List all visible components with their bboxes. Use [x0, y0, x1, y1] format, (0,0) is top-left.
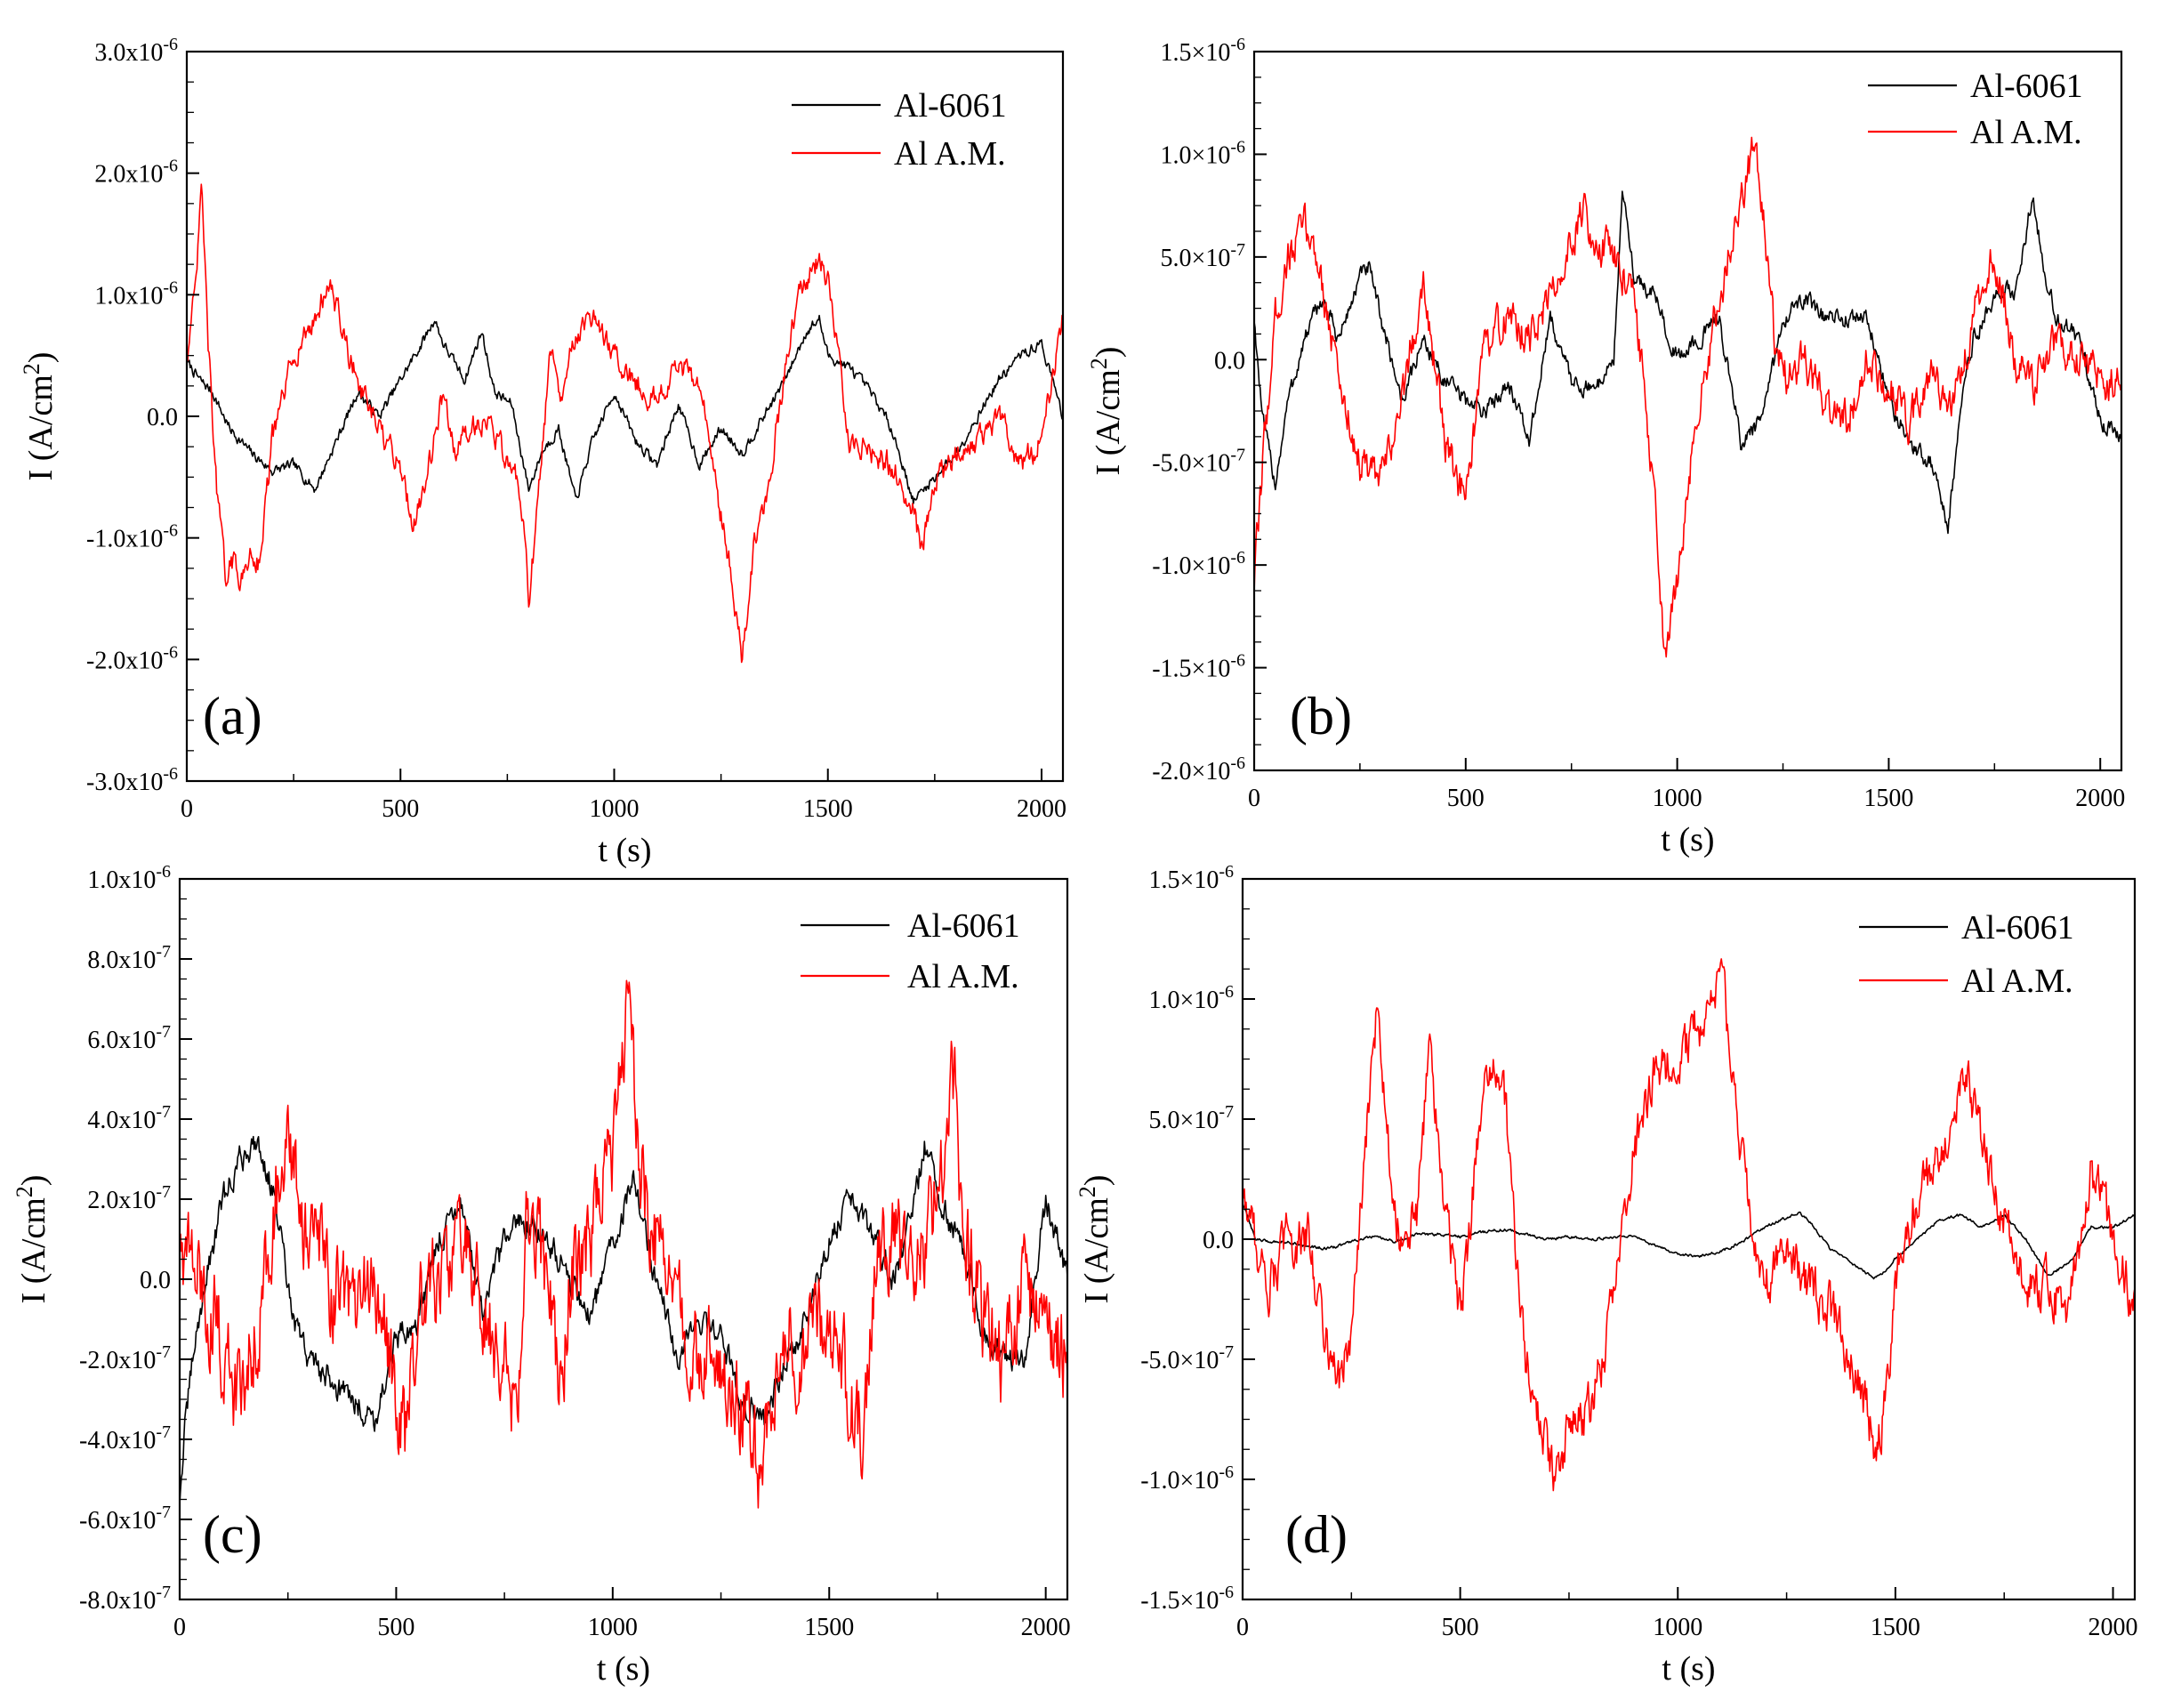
- x-tick-label: 1000: [589, 795, 639, 823]
- series-line-al-am: [1253, 136, 2122, 658]
- legend-label-al-am: Al A.M.: [1970, 114, 2082, 151]
- x-tick-label: 1500: [1863, 785, 1913, 812]
- y-tick-label: -2.0x10-6: [86, 642, 178, 674]
- series-line-al-am: [1242, 958, 2136, 1492]
- y-tick-label: 3.0x10-6: [94, 35, 178, 67]
- panel-label: (c): [203, 1505, 262, 1564]
- y-tick-label: -2.0×10-6: [1152, 753, 1245, 786]
- y-tick-label: -3.0x10-6: [86, 764, 178, 796]
- legend-label-al-am: Al A.M.: [894, 135, 1006, 173]
- chart-panel-a: 0 500 1000 1500 2000 -3.0x10-6 -2.0x10-6 -1.0x1…: [19, 35, 1066, 869]
- legend: Al-6061 Al A.M.: [801, 907, 1020, 995]
- x-tick-label: 0: [1236, 1614, 1249, 1641]
- chart-panel-c: 0 500 1000 1500 2000 -8.0x10-7 -6.0x10-7 -4.0x1…: [12, 862, 1071, 1688]
- series-line-al-am: [179, 979, 1068, 1509]
- x-tick-label: 1500: [1871, 1614, 1920, 1641]
- legend: Al-6061 Al A.M.: [1859, 909, 2074, 1000]
- chart-panel-b: 0 500 1000 1500 2000 -2.0×10-6 -1.5×10-6 -1.0×1…: [1086, 35, 2125, 858]
- panel-label: (a): [203, 687, 262, 745]
- y-axis-title: I (A/cm2): [1074, 1175, 1115, 1304]
- x-axis-title: t (s): [1662, 1650, 1715, 1688]
- series-line-al-6061: [179, 1135, 1068, 1504]
- y-tick-label: 5.0×10-7: [1161, 240, 1245, 272]
- y-tick-label: -8.0x10-7: [79, 1583, 171, 1615]
- x-tick-label: 1000: [1653, 785, 1702, 812]
- legend-label-al-6061: Al-6061: [1961, 909, 2074, 947]
- series-line-al-6061: [186, 314, 1064, 504]
- y-tick-label: -1.0×10-6: [1140, 1462, 1234, 1494]
- x-tick-label: 2000: [1021, 1614, 1071, 1641]
- x-axis-title: t (s): [597, 1650, 650, 1688]
- x-axis-title: t (s): [1661, 821, 1714, 858]
- series-line-al-6061: [1253, 190, 2122, 535]
- x-tick-label: 2000: [1017, 795, 1066, 823]
- y-tick-label: 0.0: [147, 404, 178, 431]
- x-tick-label: 1000: [588, 1614, 638, 1641]
- y-tick-label: 1.0x10-6: [94, 278, 178, 310]
- chart-panel-d: 0 500 1000 1500 2000 -1.5×10-6 -1.0×10-6 -5.0×1…: [1074, 862, 2138, 1688]
- y-axis-title: I (A/cm2): [19, 352, 60, 481]
- y-tick-label: 1.0x10-6: [87, 862, 171, 894]
- y-tick-label: 8.0x10-7: [87, 942, 171, 974]
- x-tick-label: 2000: [2089, 1614, 2138, 1641]
- x-tick-label: 0: [181, 795, 193, 823]
- y-axis-title: I (A/cm2): [1086, 347, 1127, 476]
- y-tick-label: -1.5×10-6: [1152, 651, 1245, 683]
- x-axis-title: t (s): [598, 832, 651, 869]
- y-tick-label: -1.0×10-6: [1152, 548, 1245, 580]
- x-tick-label: 500: [1442, 1614, 1479, 1641]
- legend-label-al-6061: Al-6061: [894, 87, 1007, 125]
- x-tick-label: 500: [1447, 785, 1485, 812]
- y-tick-label: 0.0: [1203, 1227, 1234, 1254]
- legend: Al-6061 Al A.M.: [792, 87, 1007, 173]
- panel-label: (b): [1290, 687, 1352, 745]
- y-tick-label: 5.0×10-7: [1149, 1102, 1234, 1134]
- panel-label: (d): [1285, 1505, 1348, 1564]
- y-tick-label: 4.0x10-7: [87, 1102, 171, 1134]
- x-tick-label: 2000: [2075, 785, 2125, 812]
- legend-label-al-am: Al A.M.: [907, 958, 1019, 995]
- y-tick-label: 2.0x10-7: [87, 1182, 171, 1214]
- y-tick-label: 6.0x10-7: [87, 1022, 171, 1054]
- x-tick-label: 1500: [804, 1614, 854, 1641]
- series-line-al-6061: [1242, 1203, 2136, 1280]
- y-tick-label: 1.0×10-6: [1149, 982, 1234, 1014]
- y-tick-label: -1.0x10-6: [86, 521, 178, 553]
- y-tick-label: 0.0: [140, 1267, 171, 1294]
- y-tick-label: -1.5×10-6: [1140, 1583, 1234, 1615]
- legend-label-al-6061: Al-6061: [1970, 68, 2083, 105]
- legend-label-al-6061: Al-6061: [907, 907, 1020, 945]
- y-tick-label: -2.0x10-7: [79, 1342, 171, 1374]
- y-tick-label: -6.0x10-7: [79, 1503, 171, 1535]
- y-tick-label: -5.0×10-7: [1140, 1342, 1234, 1374]
- y-tick-label: -5.0×10-7: [1152, 446, 1245, 478]
- x-tick-label: 500: [377, 1614, 414, 1641]
- y-tick-label: 0.0: [1214, 347, 1245, 375]
- y-tick-label: 1.0×10-6: [1161, 137, 1245, 169]
- x-tick-label: 500: [382, 795, 419, 823]
- x-tick-label: 1500: [803, 795, 853, 823]
- x-tick-label: 0: [1248, 785, 1260, 812]
- y-axis-title: I (A/cm2): [12, 1175, 52, 1304]
- x-tick-label: 0: [173, 1614, 186, 1641]
- plot-frame: [1252, 50, 2123, 772]
- y-tick-label: 2.0x10-6: [94, 157, 178, 189]
- y-tick-label: 1.5×10-6: [1149, 862, 1234, 894]
- y-tick-label: -4.0x10-7: [79, 1422, 171, 1454]
- legend-label-al-am: Al A.M.: [1961, 963, 2073, 1000]
- y-tick-label: 1.5×10-6: [1161, 35, 1245, 67]
- series-line-al-am: [186, 183, 1064, 664]
- legend: Al-6061 Al A.M.: [1868, 68, 2083, 151]
- x-tick-label: 1000: [1653, 1614, 1702, 1641]
